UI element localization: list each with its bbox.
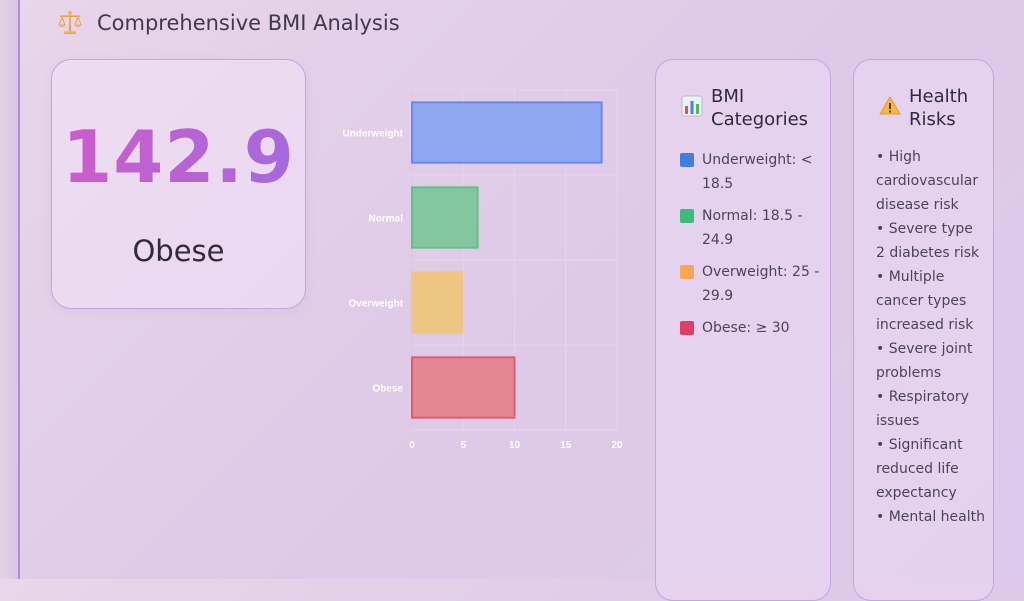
obese-swatch <box>680 321 694 335</box>
category-label: Obese: ≥ 30 <box>702 320 790 336</box>
header: Comprehensive BMI Analysis <box>55 8 400 38</box>
x-tick-label: 10 <box>509 440 521 451</box>
accent-border <box>18 0 20 579</box>
y-tick-label: Underweight <box>342 129 403 140</box>
bar-overweight[interactable] <box>411 271 464 334</box>
categories-list: Underweight: < 18.5 Normal: 18.5 - 24.9 … <box>680 148 820 348</box>
risk-item: • Severe type 2 diabetes risk <box>876 221 980 261</box>
categories-header: BMI Categories <box>681 85 808 131</box>
bar-underweight[interactable] <box>411 101 603 164</box>
category-item-normal: Normal: 18.5 - 24.9 <box>680 204 820 252</box>
normal-swatch <box>680 209 694 223</box>
category-item-overweight: Overweight: 25 - 29.9 <box>680 260 820 308</box>
risk-item: • Respiratory issues <box>876 389 969 429</box>
bar-chart-icon <box>681 95 703 117</box>
health-risks-panel: Health Risks • High cardiovascular disea… <box>853 59 994 601</box>
bmi-value: 142.9 <box>52 115 305 199</box>
chart-canvas: 0 5 10 15 20 Underweight Normal Overweight Obese <box>342 89 623 451</box>
bmi-bar-chart: 0 5 10 15 20 Underweight Normal Overweight Obese <box>330 88 630 458</box>
bmi-result-card: 142.9 Obese <box>51 59 306 309</box>
x-tick-label: 15 <box>560 440 572 451</box>
y-tick-label: Normal <box>369 214 404 225</box>
bmi-categories-panel: BMI Categories Underweight: < 18.5 Norma… <box>655 59 831 601</box>
balance-scale-icon <box>55 8 85 38</box>
risks-title: Health Risks <box>909 85 968 131</box>
risk-item: • Severe joint problems <box>876 341 973 381</box>
risks-title-line1: Health <box>909 86 969 107</box>
categories-title-line1: BMI <box>711 86 745 107</box>
category-item-obese: Obese: ≥ 30 <box>680 316 820 340</box>
category-label: Underweight: < 18.5 <box>702 152 813 192</box>
risk-item: • Multiple cancer types increased risk <box>876 269 974 333</box>
x-tick-label: 0 <box>409 440 415 451</box>
risk-item: • Significant reduced life expectancy <box>876 437 963 501</box>
category-label: Normal: 18.5 - 24.9 <box>702 208 803 248</box>
risks-title-line2: Risks <box>909 109 956 130</box>
warning-icon <box>879 95 901 117</box>
category-item-underweight: Underweight: < 18.5 <box>680 148 820 196</box>
underweight-swatch <box>680 153 694 167</box>
y-tick-label: Obese <box>372 384 403 395</box>
x-tick-label: 5 <box>460 440 466 451</box>
bar-normal[interactable] <box>411 186 479 249</box>
risk-item: • High cardiovascular disease risk <box>876 149 979 213</box>
categories-title: BMI Categories <box>711 85 808 131</box>
bmi-category: Obese <box>132 234 225 268</box>
window-edge <box>0 0 18 579</box>
overweight-swatch <box>680 265 694 279</box>
x-tick-label: 20 <box>611 440 623 451</box>
bar-obese[interactable] <box>411 356 516 419</box>
risks-list: • High cardiovascular disease risk • Sev… <box>876 145 986 529</box>
risk-item: • Mental health <box>876 509 985 525</box>
page-title: Comprehensive BMI Analysis <box>97 11 400 35</box>
categories-title-line2: Categories <box>711 109 809 130</box>
risks-header: Health Risks <box>879 85 968 131</box>
y-tick-label: Overweight <box>349 299 404 310</box>
category-label: Overweight: 25 - 29.9 <box>702 264 820 304</box>
